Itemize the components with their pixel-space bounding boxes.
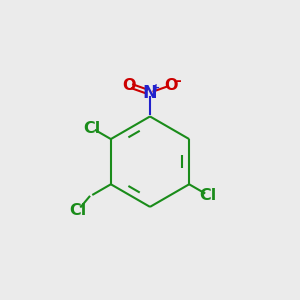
Text: +: +: [152, 83, 160, 93]
Text: Cl: Cl: [200, 188, 217, 203]
Text: Cl: Cl: [70, 202, 87, 217]
Text: Cl: Cl: [83, 121, 100, 136]
Text: -: -: [176, 74, 181, 88]
Text: N: N: [143, 84, 157, 102]
Text: O: O: [122, 78, 136, 93]
Text: O: O: [164, 78, 178, 93]
